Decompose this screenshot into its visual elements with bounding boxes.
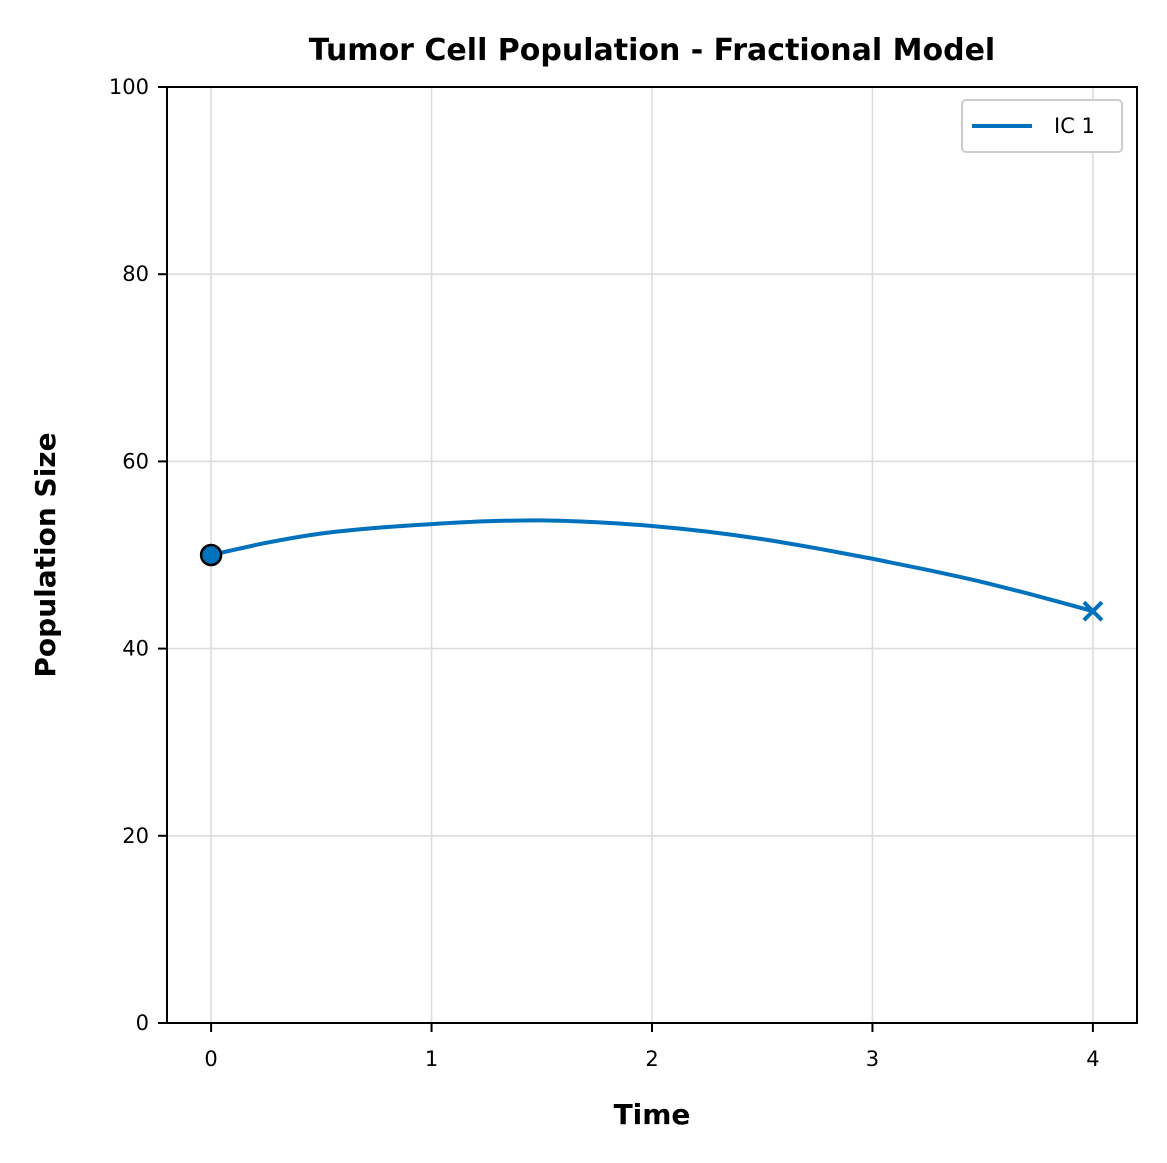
- y-axis-label: Population Size: [29, 432, 62, 677]
- y-tick-label: 100: [109, 75, 149, 99]
- x-tick-label: 0: [204, 1047, 217, 1071]
- end-marker: [1082, 600, 1104, 622]
- y-tick-label: 40: [122, 637, 149, 661]
- x-tick-label: 2: [645, 1047, 658, 1071]
- grid: [167, 86, 1137, 1024]
- start-marker: [199, 543, 223, 567]
- y-tick-label: 0: [136, 1011, 149, 1035]
- y-tick-label: 60: [122, 449, 149, 473]
- chart-title: Tumor Cell Population - Fractional Model: [309, 33, 995, 68]
- x-axis-label: Time: [614, 1098, 691, 1131]
- series-line: [210, 518, 1094, 614]
- x-tick-label: 1: [425, 1047, 438, 1071]
- x-tick-label: 3: [866, 1047, 879, 1071]
- legend-box: [961, 99, 1123, 153]
- x-tick-label: 4: [1086, 1047, 1099, 1071]
- legend: IC 1: [961, 99, 1123, 153]
- end-marker-stroke: [1082, 600, 1104, 622]
- legend-label: IC 1: [1054, 114, 1095, 138]
- series-layer: [199, 518, 1104, 622]
- y-tick-label: 20: [122, 824, 149, 848]
- y-tick-label: 80: [122, 262, 149, 286]
